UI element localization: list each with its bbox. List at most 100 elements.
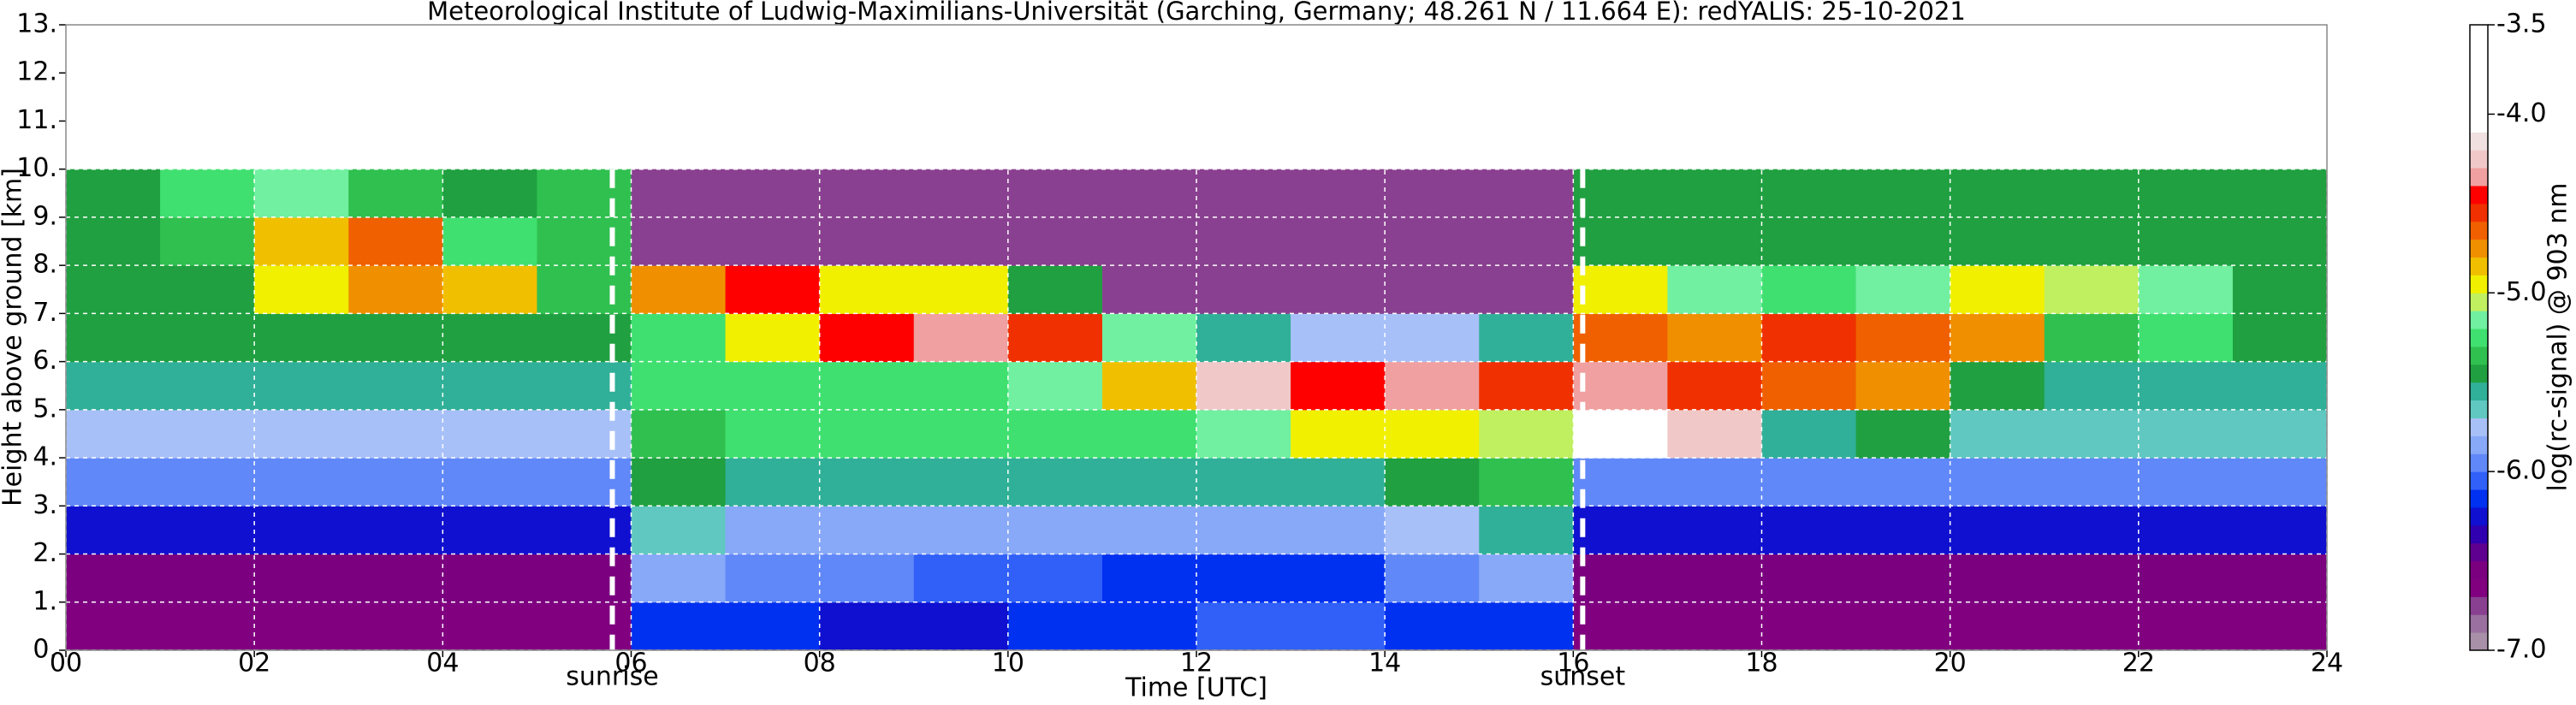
heatmap-cell [254,554,349,603]
heatmap-cell [348,265,443,314]
heatmap-cell [2044,601,2140,651]
heatmap-cell [1101,313,1197,363]
heatmap-cell [1291,554,1386,603]
colorbar-swatch [2470,203,2488,222]
colorbar-swatch [2470,275,2488,293]
heatmap-cell [1855,506,1951,555]
heatmap-cell [1855,601,1951,651]
heatmap-cell [1950,554,2045,603]
annotation-label: sunrise [566,662,658,692]
heatmap-cell [1101,216,1197,266]
y-tick-label: 7. [33,298,57,328]
heatmap-cell [1573,554,1668,603]
colorbar-frame [2469,24,2489,651]
heatmap-cell [1007,313,1103,363]
heatmap-cell [1479,506,1574,555]
y-tick-label: 5. [33,394,57,424]
colorbar-swatch [2470,60,2488,80]
heatmap-cell [66,458,161,507]
x-tick-label: 08 [804,649,836,678]
heatmap-cell [160,554,255,603]
heatmap-cell [66,361,161,411]
x-tick-label: 06 [614,649,647,678]
heatmap-cell [1291,169,1386,218]
heatmap-cell [254,458,349,507]
heatmap-cell [1667,361,1762,411]
y-tick-label: 12. [16,57,57,87]
colorbar-swatch [2470,185,2488,204]
heatmap-cell [66,313,161,363]
heatmap-cell [1479,169,1574,218]
heatmap-cell [1950,361,2045,411]
y-tick-label: 13. [16,9,57,39]
heatmap-cell [1761,265,1857,314]
colorbar-swatch [2470,596,2488,615]
heatmap-cell [442,169,537,218]
heatmap-cell [537,265,632,314]
heatmap-cell [537,458,632,507]
heatmap-cell [631,265,727,314]
heatmap-cell [1667,506,1762,555]
heatmap-cell [1573,361,1668,411]
heatmap-cell [1007,361,1103,411]
heatmap-cell [1479,601,1574,651]
heatmap-cell [1196,554,1291,603]
heatmap-cell [1855,265,1951,314]
heatmap-cell [1196,313,1291,363]
colorbar-swatch [2470,489,2488,508]
heatmap-cell [819,458,915,507]
heatmap-cell [1196,169,1291,218]
heatmap-cell [1007,409,1103,459]
heatmap-cell [819,313,915,363]
heatmap-cell [1667,554,1762,603]
heatmap-cell [1291,361,1386,411]
colorbar-swatch [2470,150,2488,169]
heatmap-cell [631,601,727,651]
heatmap-cell [1761,554,1857,603]
colorbar-swatch [2470,78,2488,98]
y-tick-label: 10. [16,153,57,183]
heatmap-cell [2138,554,2234,603]
heatmap-cell [2138,361,2234,411]
x-tick-label: 24 [2311,649,2343,678]
heatmap-cell [1007,458,1103,507]
colorbar-swatch [2470,418,2488,436]
heatmap-cell [1950,265,2045,314]
heatmap-cell [819,169,915,218]
x-tick-label: 22 [2122,649,2155,678]
heatmap-cell [1573,409,1668,459]
heatmap-cell [2138,216,2234,266]
heatmap-cell [1950,458,2045,507]
heatmap-cell [254,361,349,411]
heatmap-cell [160,409,255,459]
heatmap-cell [631,313,727,363]
heatmap-cell [1667,216,1762,266]
colorbar-label: log(rc-signal) @ 903 nm [2543,183,2573,492]
heatmap-cell [1761,169,1857,218]
heatmap-cell [442,554,537,603]
heatmap-cell [1855,361,1951,411]
heatmap-cell [913,506,1009,555]
heatmap-cell [160,313,255,363]
heatmap-cell [1007,554,1103,603]
heatmap-cell [1855,169,1951,218]
heatmap-cell [2232,601,2328,651]
heatmap-cell [1196,361,1291,411]
heatmap-cell [819,506,915,555]
colorbar-swatch [2470,311,2488,329]
heatmap-cell [1761,409,1857,459]
x-tick-label: 14 [1368,649,1401,678]
colorbar-swatch [2470,382,2488,401]
colorbar-tick-label: -4.0 [2496,98,2547,128]
heatmap-cell [1291,216,1386,266]
heatmap-cell [254,169,349,218]
heatmap-cell [1291,313,1386,363]
heatmap-cell [1101,458,1197,507]
heatmap-cell [2044,554,2140,603]
heatmap-cell [1196,216,1291,266]
y-tick-label: 1. [33,586,57,616]
y-tick-label: 3. [33,490,57,520]
heatmap-cell [66,169,161,218]
heatmap-cell [1385,458,1480,507]
heatmap-cell [725,313,821,363]
